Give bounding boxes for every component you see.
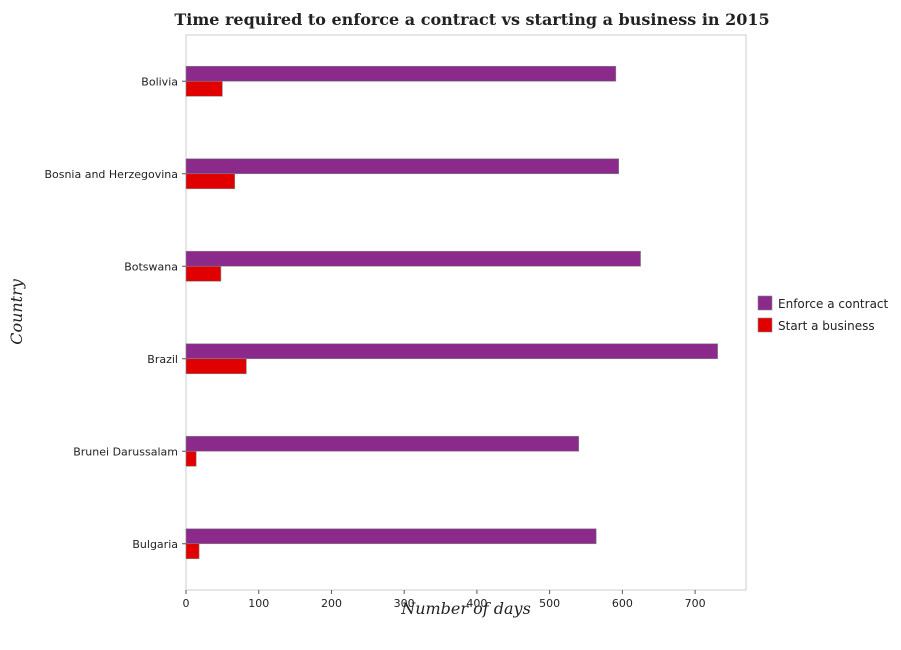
x-tick-label: 600 (612, 597, 633, 610)
bars (185, 65, 718, 560)
chart-title: Time required to enforce a contract vs s… (174, 10, 769, 29)
legend-swatch (757, 295, 773, 311)
x-tick-label: 100 (248, 597, 269, 610)
y-tick-label: Bolivia (141, 75, 178, 88)
x-tick-label: 300 (394, 597, 415, 610)
y-axis-ticks: Bolivia Bosnia and Herzegovina Botswana Bra… (44, 75, 186, 551)
x-tick-label: 0 (183, 597, 190, 610)
bar-enforce-contract-2 (185, 250, 641, 267)
legend-label: Enforce a contract (778, 297, 889, 311)
y-axis-label: Country (7, 278, 26, 345)
x-tick-label: 200 (321, 597, 342, 610)
bar-start-business-1 (185, 173, 236, 190)
plot-area (185, 34, 747, 591)
bar-start-business-5 (185, 543, 200, 560)
y-tick-label: Bulgaria (132, 538, 178, 551)
bar-start-business-2 (185, 265, 222, 282)
y-tick-label: Bosnia and Herzegovina (44, 168, 178, 181)
bar-enforce-contract-1 (185, 158, 620, 175)
bar-enforce-contract-3 (185, 343, 718, 360)
legend-label: Start a business (778, 319, 875, 333)
bar-start-business-0 (185, 80, 223, 97)
x-axis-label: Number of days (400, 599, 531, 618)
bar-start-business-3 (185, 358, 247, 375)
y-tick-label: Brunei Darussalam (73, 445, 178, 458)
legend-swatch (757, 317, 773, 333)
x-tick-label: 400 (466, 597, 487, 610)
x-tick-label: 500 (539, 597, 560, 610)
legend: Enforce a contract Start a business (757, 295, 889, 333)
y-tick-label: Brazil (147, 353, 178, 366)
bar-enforce-contract-0 (185, 65, 617, 82)
bar-enforce-contract-4 (185, 435, 580, 452)
y-tick-label: Botswana (124, 260, 178, 273)
x-axis-ticks: 0 100 200 300 400 500 600 700 (183, 590, 706, 610)
bar-enforce-contract-5 (185, 528, 597, 545)
bar-start-business-4 (185, 450, 197, 467)
x-tick-label: 700 (685, 597, 706, 610)
